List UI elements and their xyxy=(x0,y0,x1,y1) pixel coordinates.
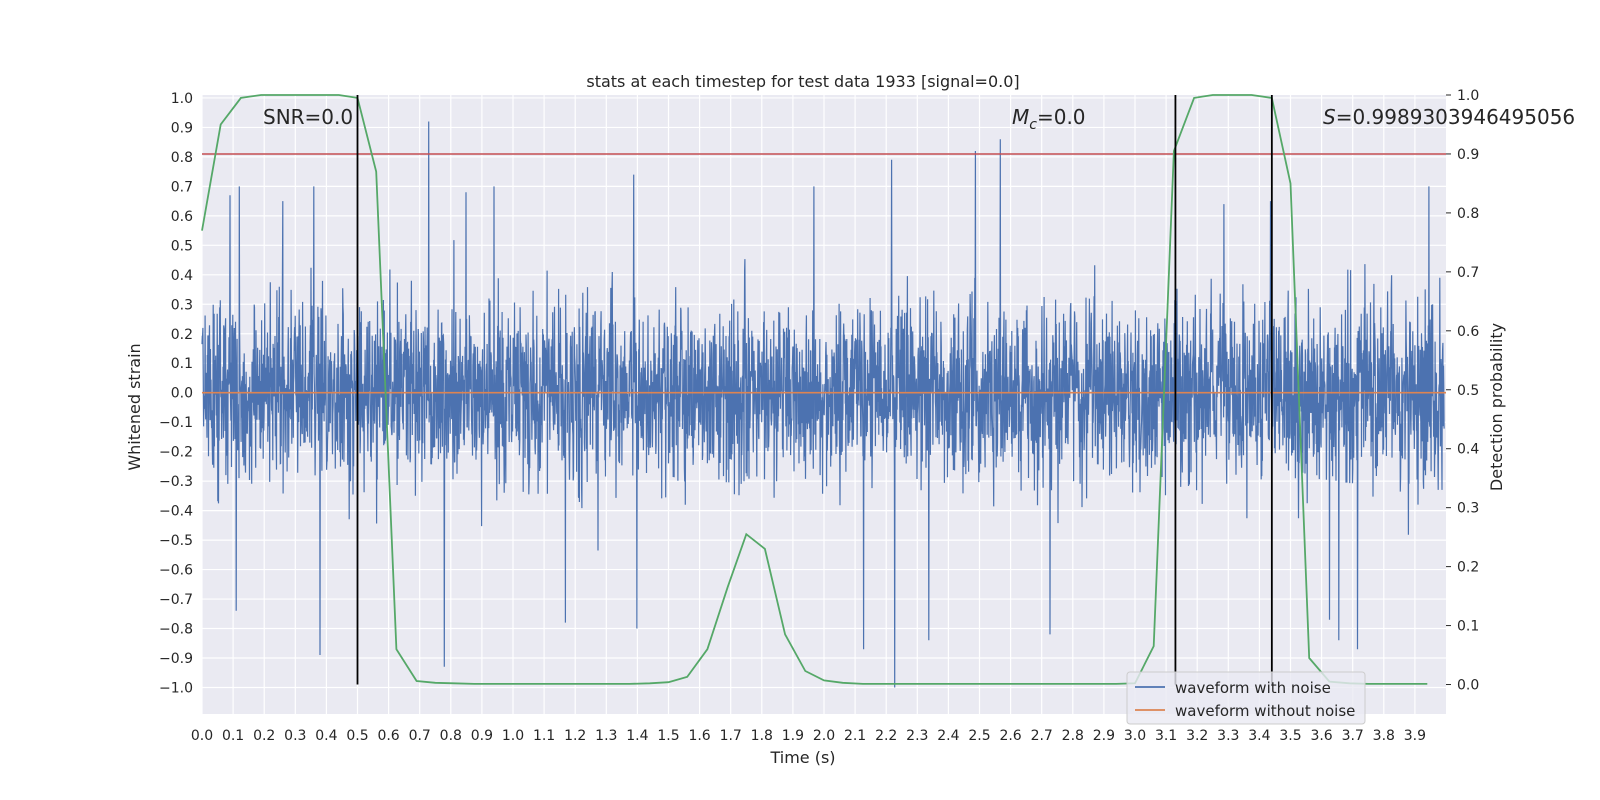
x-tick-label: 1.4 xyxy=(626,728,648,744)
x-tick-label: 0.6 xyxy=(377,728,399,744)
y-tick-label: −0.6 xyxy=(159,563,193,579)
y2-tick-label: 0.6 xyxy=(1457,324,1479,340)
x-tick-label: 2.8 xyxy=(1062,728,1084,744)
y-tick-label: 0.5 xyxy=(171,238,193,254)
x-tick-label: 3.0 xyxy=(1124,728,1146,744)
x-tick-label: 0.8 xyxy=(440,728,462,744)
score-annotation: S=0.9989303946495056 xyxy=(1323,105,1575,129)
legend: waveform with noise waveform without noi… xyxy=(1126,671,1366,725)
x-tick-label: 0.9 xyxy=(471,728,493,744)
noise-series xyxy=(201,121,1445,688)
y2-axis-label: Detection probability xyxy=(1487,323,1506,491)
x-tick-label: 2.4 xyxy=(937,728,959,744)
y-tick-label: −1.0 xyxy=(159,680,193,696)
y-tick-label: 0.0 xyxy=(171,386,193,402)
x-tick-label: 2.0 xyxy=(813,728,835,744)
snr-annotation: SNR=0.0 xyxy=(263,105,353,129)
x-tick-label: 3.1 xyxy=(1155,728,1177,744)
y-tick-label: −0.2 xyxy=(159,445,193,461)
x-tick-label: 2.3 xyxy=(906,728,928,744)
y2-tick-label: 0.1 xyxy=(1457,619,1479,635)
x-tick-label: 1.0 xyxy=(502,728,524,744)
legend-box xyxy=(1126,671,1366,725)
x-tick-label: 1.5 xyxy=(657,728,679,744)
detection-markers xyxy=(356,95,1273,685)
y2-tick-label: 0.7 xyxy=(1457,265,1479,281)
legend-label-noise: waveform with noise xyxy=(1175,679,1331,697)
x-axis-ticks: 0.0 0.1 0.2 0.3 0.4 0.5 0.6 0.7 0.8 0.9 1.0 1.1 1.2 1… xyxy=(191,728,1426,744)
legend-label-clean: waveform without noise xyxy=(1175,702,1355,720)
x-tick-label: 3.3 xyxy=(1217,728,1239,744)
y2-tick-label: 0.4 xyxy=(1457,442,1479,458)
mc-subscript: c xyxy=(1029,117,1037,133)
y2-tick-label: 0.0 xyxy=(1457,678,1479,694)
y-tick-label: −0.4 xyxy=(159,504,193,520)
y-tick-label: −0.3 xyxy=(159,474,193,490)
y2-tick-label: 0.2 xyxy=(1457,560,1479,576)
x-tick-label: 2.1 xyxy=(844,728,866,744)
series-detection-probability xyxy=(201,94,1428,685)
x-tick-label: 1.1 xyxy=(533,728,555,744)
x-tick-label: 1.3 xyxy=(595,728,617,744)
x-tick-label: 1.8 xyxy=(751,728,773,744)
x-axis-label: Time (s) xyxy=(769,748,835,767)
y2-tick-label: 0.5 xyxy=(1457,383,1479,399)
x-tick-label: 2.5 xyxy=(968,728,990,744)
chart-title: stats at each timestep for test data 193… xyxy=(586,72,1019,91)
x-tick-label: 2.2 xyxy=(875,728,897,744)
y2-tick-label: 0.8 xyxy=(1457,206,1479,222)
series-waveform-with-noise xyxy=(201,121,1445,688)
y-tick-label: −0.1 xyxy=(159,415,193,431)
s-value: =0.9989303946495056 xyxy=(1336,105,1575,129)
x-tick-label: 1.7 xyxy=(720,728,742,744)
x-tick-label: 3.9 xyxy=(1404,728,1426,744)
x-tick-label: 3.6 xyxy=(1310,728,1332,744)
y-tick-label: 0.2 xyxy=(171,327,193,343)
x-tick-label: 0.3 xyxy=(284,728,306,744)
x-tick-label: 3.7 xyxy=(1342,728,1364,744)
x-tick-label: 0.2 xyxy=(253,728,275,744)
x-tick-label: 0.0 xyxy=(191,728,213,744)
y-tick-label: 0.6 xyxy=(171,209,193,225)
x-tick-label: 3.5 xyxy=(1279,728,1301,744)
y-tick-label: −0.5 xyxy=(159,533,193,549)
y-tick-label: −0.8 xyxy=(159,622,193,638)
y-tick-label: −0.7 xyxy=(159,592,193,608)
mc-value: =0.0 xyxy=(1037,105,1086,129)
x-tick-label: 3.4 xyxy=(1248,728,1270,744)
y-tick-label: 1.0 xyxy=(171,91,193,107)
y-tick-label: 0.3 xyxy=(171,297,193,313)
y2-tick-label: 1.0 xyxy=(1457,88,1479,104)
x-tick-label: 3.2 xyxy=(1186,728,1208,744)
x-tick-label: 0.7 xyxy=(409,728,431,744)
y-tick-label: 0.1 xyxy=(171,356,193,372)
y2-tick-label: 0.3 xyxy=(1457,501,1479,517)
x-tick-label: 1.6 xyxy=(688,728,710,744)
y-tick-label: 0.7 xyxy=(171,179,193,195)
y2-tick-label: 0.9 xyxy=(1457,147,1479,163)
x-tick-label: 2.7 xyxy=(1031,728,1053,744)
x-tick-label: 2.6 xyxy=(999,728,1021,744)
x-tick-label: 1.2 xyxy=(564,728,586,744)
y-tick-label: 0.8 xyxy=(171,150,193,166)
y-tick-label: −0.9 xyxy=(159,651,193,667)
x-tick-label: 0.5 xyxy=(346,728,368,744)
y-tick-label: 0.4 xyxy=(171,268,193,284)
s-symbol: S xyxy=(1323,105,1336,129)
chirp-mass-annotation: Mc=0.0 xyxy=(1012,105,1086,133)
x-tick-label: 1.9 xyxy=(782,728,804,744)
y-axis-label: Whitened strain xyxy=(125,343,144,470)
x-tick-label: 0.1 xyxy=(222,728,244,744)
x-tick-label: 3.8 xyxy=(1373,728,1395,744)
x-tick-label: 2.9 xyxy=(1093,728,1115,744)
x-tick-label: 0.4 xyxy=(315,728,337,744)
y-tick-label: 0.9 xyxy=(171,120,193,136)
y2-axis-ticks: 1.0 0.9 0.8 0.7 0.6 0.5 0.4 0.3 0.2 0.1 0.0 xyxy=(1446,88,1479,694)
mc-symbol: M xyxy=(1012,105,1029,129)
y-axis-ticks: 1.0 0.9 0.8 0.7 0.6 0.5 0.4 0.3 0.2 0.1 0.0 −0.1 −0.… xyxy=(159,91,193,697)
